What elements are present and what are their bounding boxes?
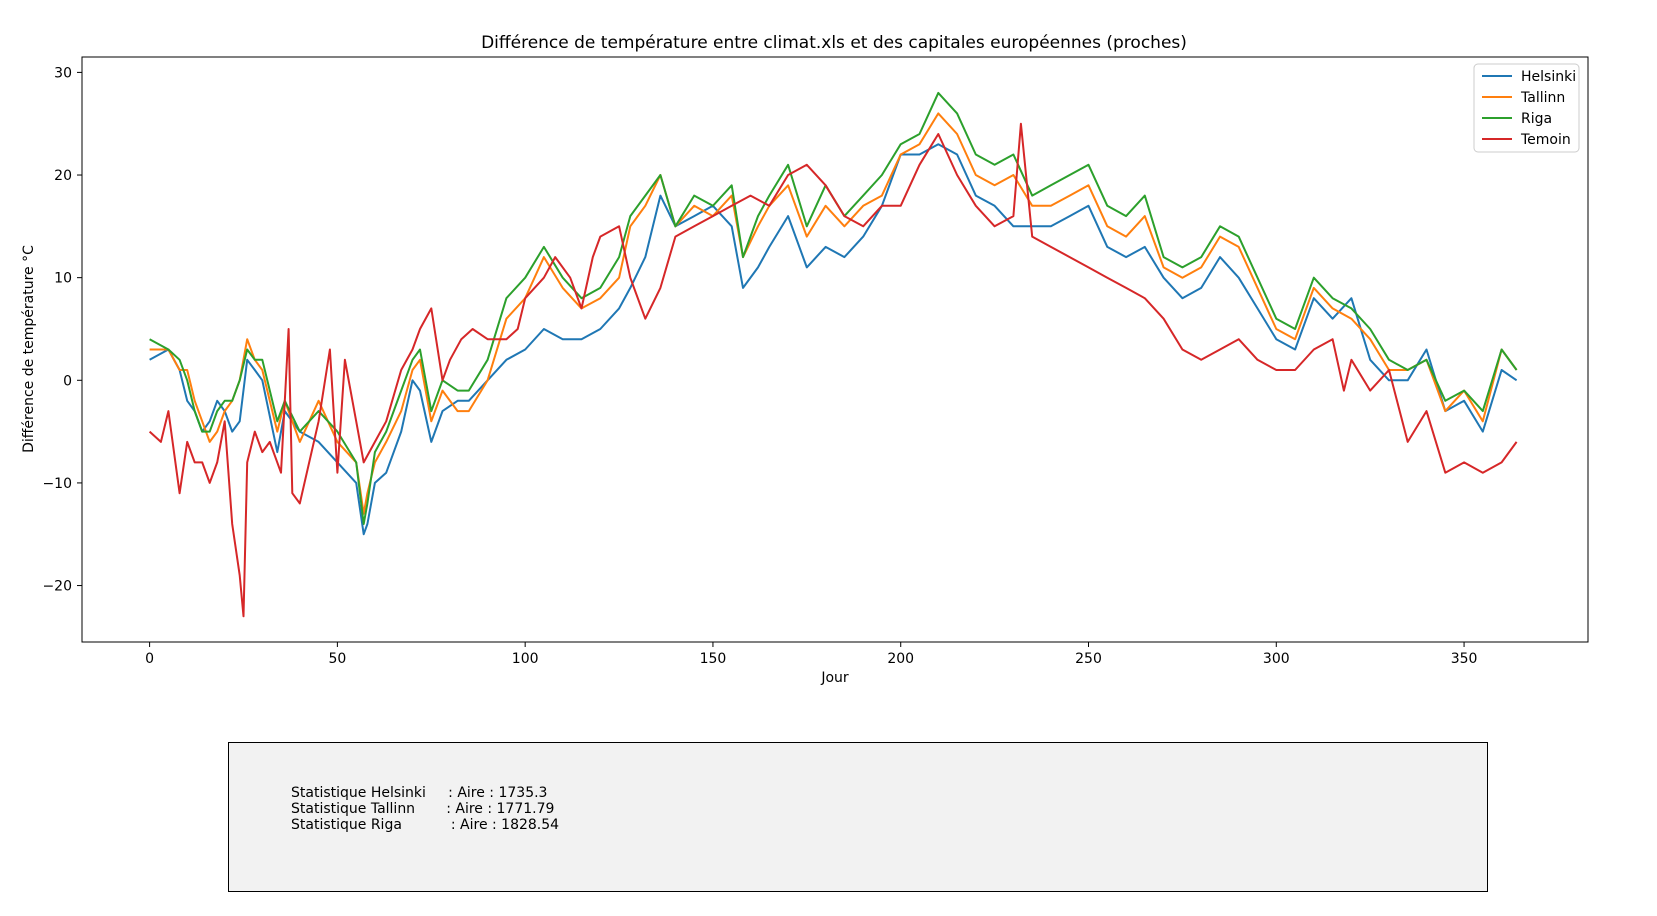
y-tick-label: 20	[54, 168, 72, 184]
x-tick-label: 200	[887, 651, 914, 667]
statistic-helsinki: Statistique Helsinki : Aire : 1735.3	[291, 785, 548, 801]
x-tick-label: 250	[1075, 651, 1102, 667]
x-tick-label: 150	[700, 651, 727, 667]
x-tick-label: 350	[1451, 651, 1478, 667]
legend-label-helsinki: Helsinki	[1521, 69, 1576, 85]
y-tick-label: −10	[42, 476, 72, 492]
statistic-tallinn: Statistique Tallinn : Aire : 1771.79	[291, 801, 555, 817]
y-tick-label: 10	[54, 271, 72, 287]
series-line-temoin	[148, 122, 1518, 618]
x-axis-ticks: 0 50 100 150 200 250 300 350	[145, 642, 1477, 667]
statistic-riga: Statistique Riga : Aire : 1828.54	[291, 817, 560, 833]
y-axis-ticks: −20 −10 0 10 20 30	[42, 65, 82, 595]
series-line-helsinki	[149, 143, 1518, 536]
legend-label-temoin: Temoin	[1520, 132, 1571, 148]
y-tick-label: 0	[63, 373, 72, 389]
x-tick-label: 100	[512, 651, 539, 667]
chart-title: Différence de température entre climat.x…	[481, 33, 1187, 53]
legend-label-riga: Riga	[1521, 111, 1552, 127]
series-line-riga	[149, 91, 1518, 525]
plot-area	[81, 56, 1589, 643]
statistics-box: Statistique Helsinki : Aire : 1735.3 Sta…	[228, 742, 1488, 892]
y-axis-label: Différence de température °C	[21, 245, 37, 453]
x-tick-label: 300	[1263, 651, 1290, 667]
legend: Helsinki Tallinn Riga Temoin	[1473, 63, 1580, 153]
legend-label-tallinn: Tallinn	[1520, 90, 1565, 106]
y-tick-label: 30	[54, 65, 72, 81]
x-tick-label: 0	[145, 651, 154, 667]
series-line-tallinn	[149, 112, 1518, 515]
legend-frame	[1473, 63, 1580, 153]
series-layer	[148, 91, 1518, 618]
y-tick-label: −20	[42, 579, 72, 595]
x-axis-label: Jour	[820, 670, 849, 686]
x-tick-label: 50	[328, 651, 346, 667]
